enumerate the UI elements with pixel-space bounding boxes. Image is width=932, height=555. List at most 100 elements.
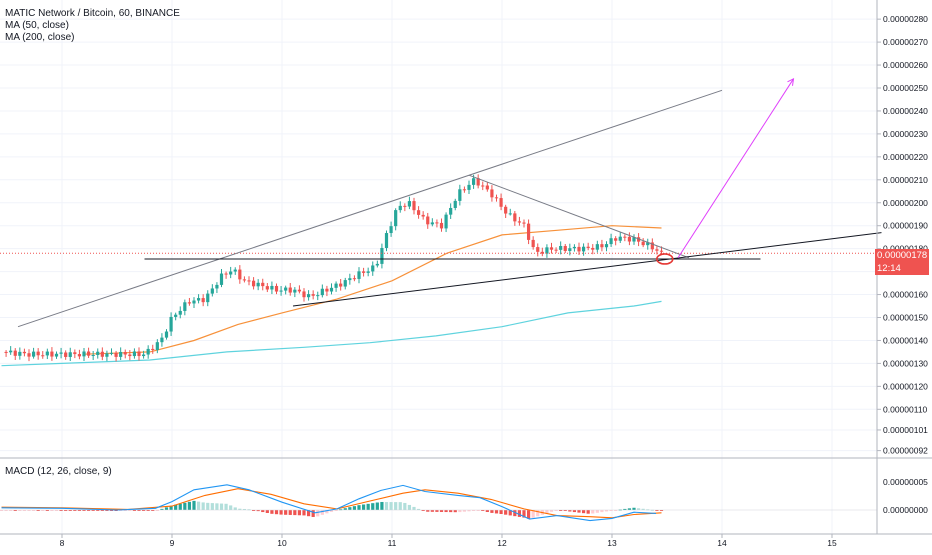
candle-body-26 <box>123 351 127 355</box>
candle-body-85 <box>394 210 398 227</box>
price-tick-label: 0.00000140 <box>883 335 928 345</box>
candle-body-9 <box>45 351 49 356</box>
candle-body-125 <box>577 246 581 252</box>
macd-bar-24 <box>109 510 114 511</box>
symbol-title[interactable]: MATIC Network / Bitcoin, 60, BINANCE <box>5 8 180 19</box>
candle-body-31 <box>146 348 150 355</box>
candle-body-105 <box>485 185 489 190</box>
candle-body-12 <box>59 352 63 354</box>
macd-bar-42 <box>192 500 196 510</box>
macd-bar-137 <box>627 508 632 510</box>
macd-bar-44 <box>201 502 205 510</box>
macd-bar-19 <box>86 510 91 511</box>
macd-bar-95 <box>435 510 439 512</box>
time-tick-label: 10 <box>277 538 287 548</box>
price-tick-label: 0.00000130 <box>883 358 928 368</box>
macd-bar-138 <box>632 507 636 510</box>
macd-bar-33 <box>151 510 155 511</box>
macd-bar-10 <box>45 510 49 511</box>
price-tick-label: 0.00000200 <box>883 198 928 208</box>
price-tick-label: 0.00000160 <box>883 290 928 300</box>
macd-bar-111 <box>508 510 512 516</box>
time-tick-label: 15 <box>827 538 837 548</box>
macd-bar-62 <box>284 510 288 515</box>
time-tick-label: 11 <box>388 538 397 548</box>
time-axis: 8 9 10 11 12 13 14 15 <box>60 534 837 548</box>
macd-bar-52 <box>238 508 242 510</box>
candle-body-16 <box>77 354 82 357</box>
macd-bar-132 <box>604 510 609 512</box>
macd-legend[interactable]: MACD (12, 26, close, 9) <box>5 466 112 477</box>
macd-bar-84 <box>384 502 389 510</box>
macd-bar-73 <box>334 510 338 511</box>
candle-body-126 <box>581 246 586 252</box>
macd-bar-26 <box>119 510 123 511</box>
candle-body-46 <box>215 284 219 289</box>
candle-body-19 <box>91 354 95 356</box>
ma50-legend[interactable]: MA (50, close) <box>5 20 69 31</box>
time-tick-label: 9 <box>170 538 175 548</box>
candle-body-133 <box>614 238 618 241</box>
macd-bar-18 <box>82 510 86 511</box>
candle-body-40 <box>187 302 192 304</box>
candle-body-8 <box>41 355 45 357</box>
ma50-line <box>83 225 662 355</box>
candle-body-51 <box>238 269 242 280</box>
candle-body-18 <box>86 351 91 356</box>
candle-body-27 <box>128 354 132 357</box>
price-tick-label: 0.00000270 <box>883 37 928 47</box>
macd-bar-76 <box>348 507 352 510</box>
macd-bar-75 <box>343 508 347 510</box>
macd-bar-61 <box>279 510 283 515</box>
price-tick-label: 0.00000101 <box>883 425 928 435</box>
macd-bar-29 <box>132 510 137 511</box>
candle-body-55 <box>256 282 260 287</box>
candle-body-123 <box>568 248 572 251</box>
macd-bar-127 <box>581 510 586 514</box>
candle-body-91 <box>421 214 425 217</box>
macd-bar-87 <box>398 502 402 510</box>
candle-body-73 <box>339 283 343 287</box>
candle-body-66 <box>306 294 311 298</box>
candle-body-113 <box>522 222 526 224</box>
candle-body-99 <box>458 189 462 201</box>
macd-bar-16 <box>73 510 77 511</box>
macd-signal-line <box>1 488 662 519</box>
macd-bar-80 <box>366 503 370 510</box>
rising-support-line <box>292 232 882 307</box>
ma200-legend[interactable]: MA (200, close) <box>5 32 75 43</box>
candle-body-101 <box>467 184 471 190</box>
candle-body-13 <box>64 352 68 357</box>
price-tick-label: 0.00000280 <box>883 14 928 24</box>
macd-bar-96 <box>439 510 444 512</box>
breakout-circle <box>655 253 674 265</box>
candle-body-35 <box>164 331 169 338</box>
macd-bar-105 <box>481 510 485 511</box>
candles <box>4 174 664 362</box>
candle-body-25 <box>119 351 123 357</box>
macd-bar-68 <box>311 510 315 517</box>
candle-body-107 <box>494 197 499 199</box>
candle-body-76 <box>352 278 357 280</box>
price-tick-label: 0.00000120 <box>883 381 928 391</box>
candle-body-23 <box>109 352 114 354</box>
candle-body-37 <box>174 314 178 317</box>
macd-bar-122 <box>559 510 563 511</box>
candle-body-1 <box>9 350 13 353</box>
candle-body-93 <box>430 222 434 225</box>
macd-bar-53 <box>242 508 247 510</box>
candle-body-17 <box>82 351 86 357</box>
macd-bar-40 <box>183 502 187 510</box>
macd-bar-72 <box>329 510 334 512</box>
candle-body-139 <box>641 241 645 246</box>
price-tick-label: 0.00000110 <box>883 404 928 414</box>
macd-bar-101 <box>462 510 467 512</box>
candle-body-56 <box>261 282 265 287</box>
candle-body-108 <box>499 198 503 207</box>
price-tick-label: 0.00000190 <box>883 221 928 231</box>
macd-bar-90 <box>412 506 416 510</box>
price-tick-label: 0.00000092 <box>883 446 928 456</box>
candle-body-0 <box>4 351 8 353</box>
